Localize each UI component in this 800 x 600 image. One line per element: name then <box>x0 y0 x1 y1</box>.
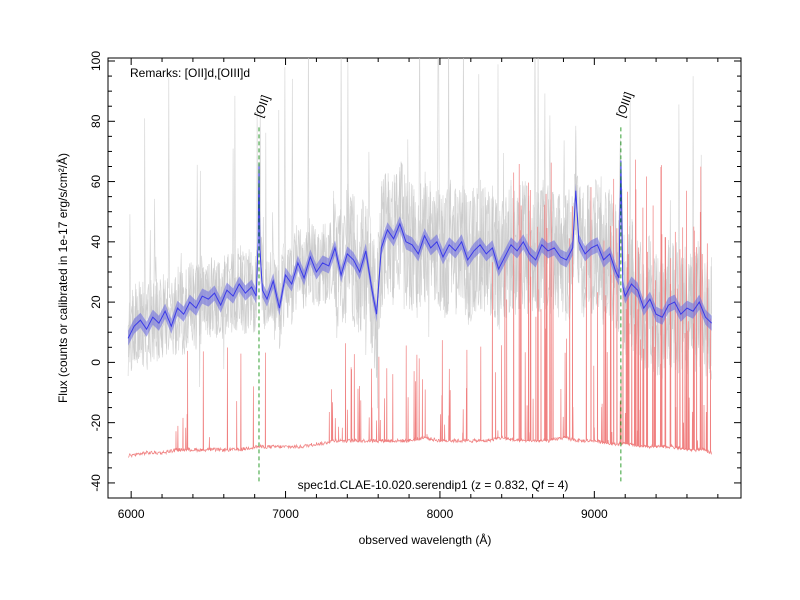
line-marker-label-2: [OIII] <box>614 90 636 119</box>
sky-spectrum-line <box>128 159 713 458</box>
y-tick-label-6: 80 <box>89 114 103 128</box>
smoothed-spectrum-line <box>127 160 713 339</box>
remarks-text: Remarks: [OII]d,[OIII]d <box>130 66 250 80</box>
plot-frame <box>107 57 742 499</box>
spectrum-caption: spec1d.CLAE-10.020.serendip1 (z = 0.832,… <box>298 478 569 492</box>
y-tick-label-2: 0 <box>89 359 103 366</box>
x-axis-label: observed wavelength (Å) <box>359 532 492 547</box>
x-tick-label-0: 6000 <box>118 507 145 521</box>
line-marker-label-1: [OII] <box>252 93 273 119</box>
y-axis-label: Flux (counts or calibrated in 1e-17 erg/… <box>55 153 70 403</box>
y-tick-label-7: 100 <box>89 51 103 71</box>
x-tick-label-2: 8000 <box>427 507 454 521</box>
x-tick-label-3: 9000 <box>581 507 608 521</box>
y-tick-label-5: 60 <box>89 175 103 189</box>
y-tick-label-1: -20 <box>89 414 103 432</box>
y-tick-label-3: 20 <box>89 295 103 309</box>
y-tick-label-4: 40 <box>89 235 103 249</box>
x-tick-label-1: 7000 <box>272 507 299 521</box>
y-tick-label-0: -40 <box>89 474 103 492</box>
